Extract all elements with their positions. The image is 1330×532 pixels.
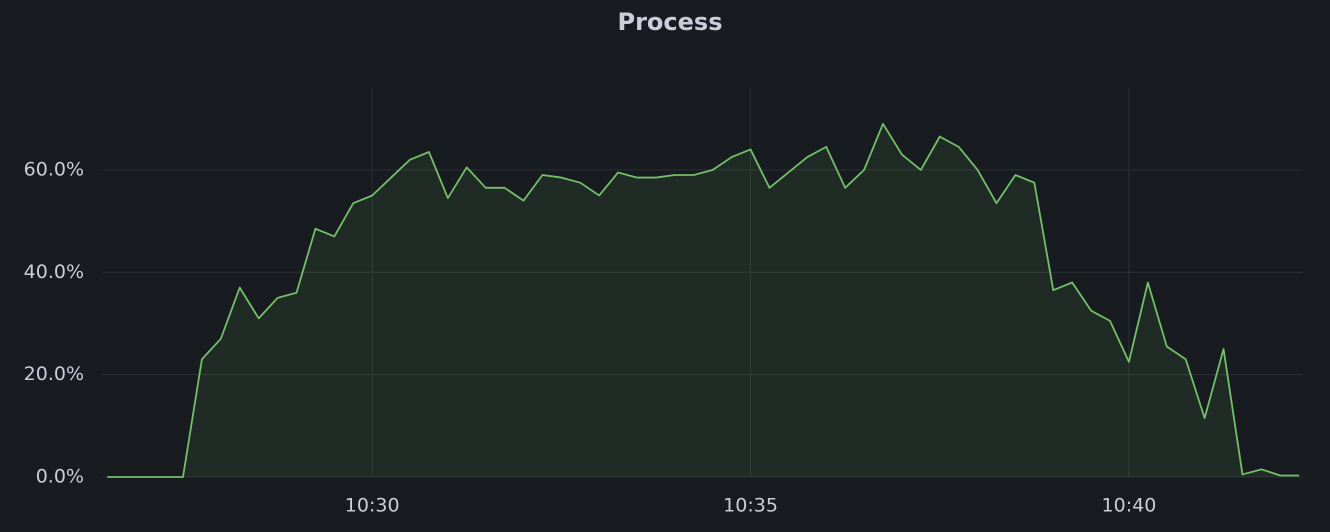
area-fill bbox=[107, 123, 1300, 477]
x-tick-label: 10:30 bbox=[345, 495, 400, 517]
line bbox=[107, 122, 1300, 478]
y-tick-label: 0.0% bbox=[36, 466, 84, 488]
y-tick-label: 40.0% bbox=[24, 261, 84, 283]
x-tick-label: 10:35 bbox=[723, 495, 778, 517]
chart-title: Process bbox=[618, 8, 723, 36]
y-tick-label: 60.0% bbox=[24, 158, 84, 180]
y-tick-label: 20.0% bbox=[24, 363, 84, 385]
x-tick-label: 10:40 bbox=[1102, 495, 1157, 517]
